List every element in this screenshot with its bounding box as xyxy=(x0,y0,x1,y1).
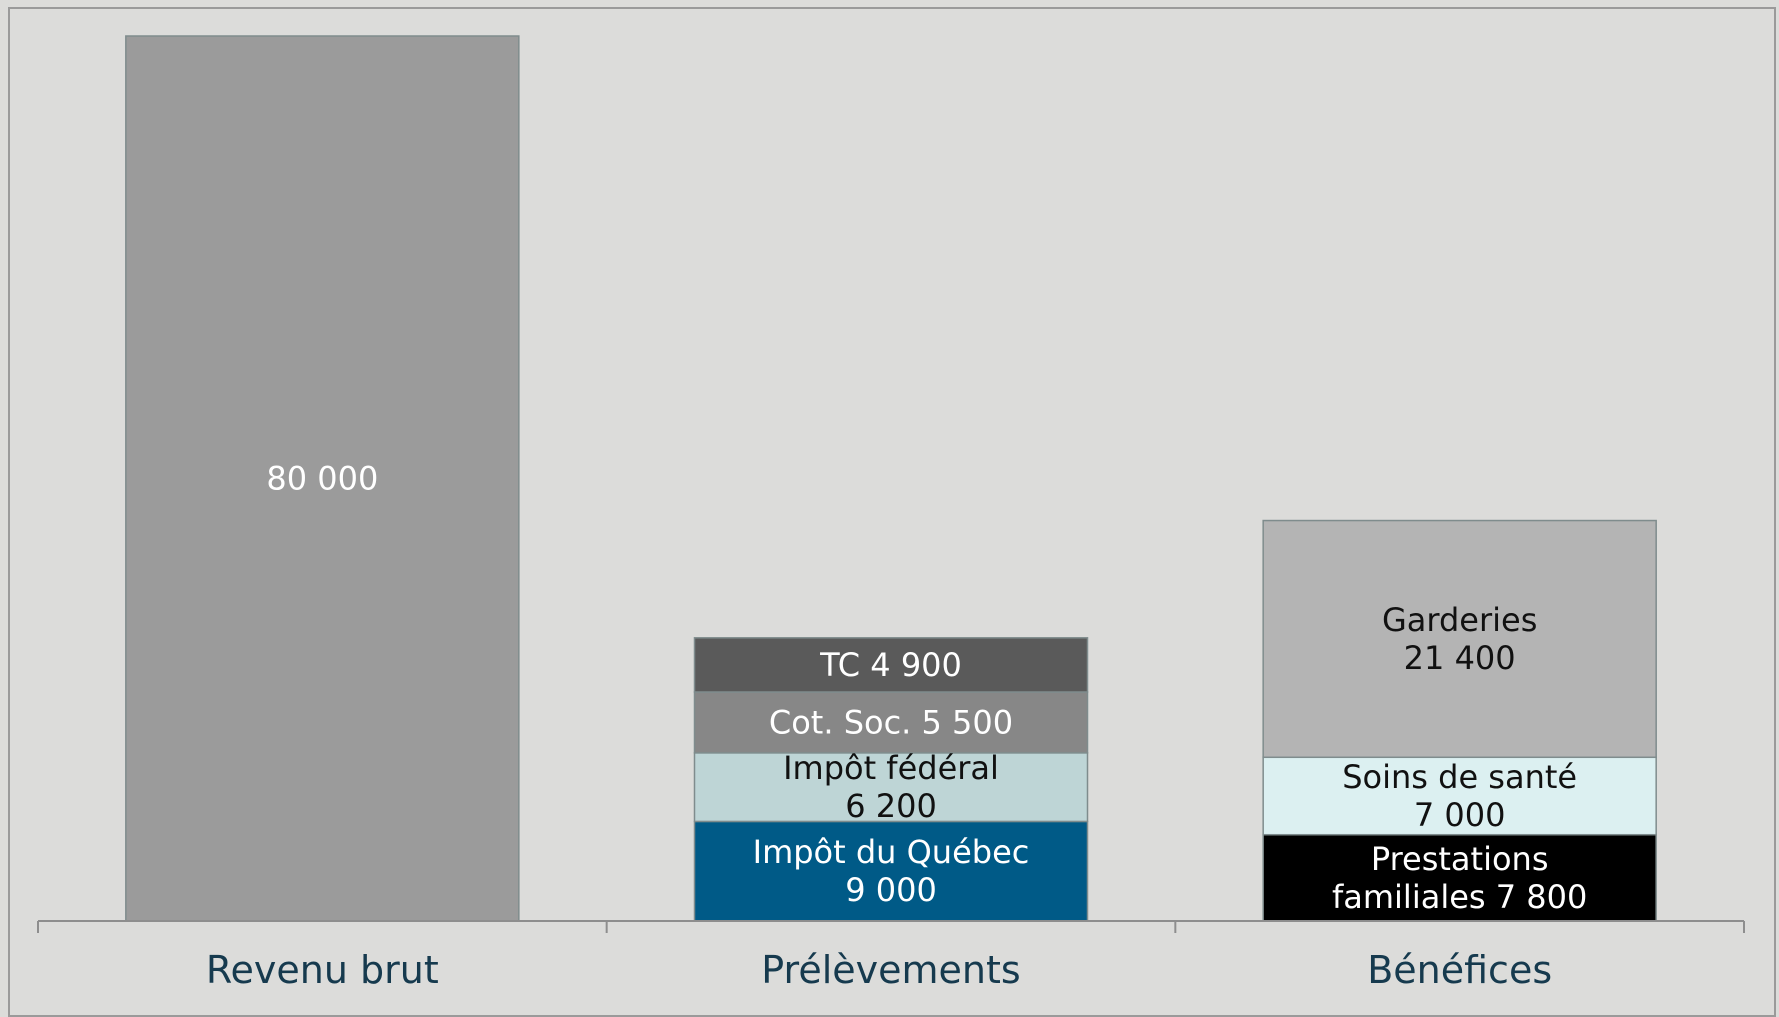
prelevements-segment-tc-4-900-label: TC 4 900 xyxy=(819,646,962,684)
labels-layer: 80 000 Revenu brut Impôt du Québec 9 000 Imp… xyxy=(206,460,1587,993)
benefices-segment-garderies-21-400 xyxy=(1262,519,1657,759)
x-tick-label-revenu-brut: Revenu brut xyxy=(206,948,439,992)
benefices-segment-soins-de-sante-7-000-label: Soins de santé 7 000 xyxy=(1342,758,1577,834)
benefices-segment-soins-de-sante-7-000 xyxy=(1262,756,1657,836)
prelevements-segment-cot-soc-5-500 xyxy=(693,691,1089,754)
prelevements-segment-impot-du-quebec-9-000-label: Impôt du Québec 9 000 xyxy=(753,833,1030,909)
x-tick-label-benefices: Bénéfices xyxy=(1367,948,1552,992)
x-tick-label-prelevements: Prélèvements xyxy=(761,948,1020,992)
prelevements-segment-impot-federal-6-200 xyxy=(693,752,1089,823)
x-axis xyxy=(37,920,1745,933)
revenu-brut-segment-80-000 xyxy=(125,35,520,922)
prelevements-segment-impot-federal-6-200-label: Impôt fédéral 6 200 xyxy=(783,749,999,825)
bars-layer xyxy=(125,35,1657,922)
revenu-brut-segment-80-000-label: 80 000 xyxy=(266,460,378,498)
benefices-segment-garderies-21-400-label: Garderies 21 400 xyxy=(1382,601,1537,677)
benefices-segment-prestations-familiales-7-800-label: Prestations familiales 7 800 xyxy=(1332,840,1587,916)
prelevements-segment-tc-4-900 xyxy=(693,637,1089,693)
prelevements-segment-cot-soc-5-500-label: Cot. Soc. 5 500 xyxy=(769,703,1013,741)
